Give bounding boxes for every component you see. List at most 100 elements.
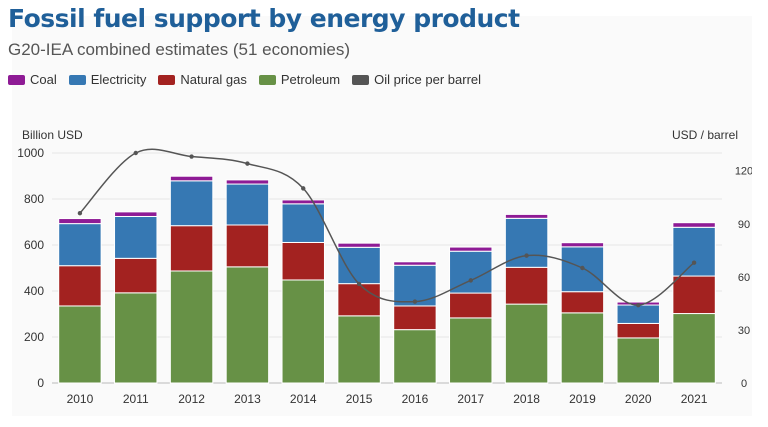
bar-coal-2016 — [393, 261, 437, 266]
y2-tick-label-30: 30 — [738, 325, 750, 337]
oil-price-point-2012 — [189, 154, 194, 159]
y2-tick-label-0: 0 — [741, 378, 747, 390]
y2-tick-label-90: 90 — [738, 219, 750, 231]
legend-swatch-electricity — [68, 74, 86, 85]
x-tick-label-2012: 2012 — [178, 392, 205, 406]
bar-natural-gas-2015 — [337, 283, 381, 317]
legend-swatch-petroleum — [258, 74, 276, 85]
legend-label-natural-gas: Natural gas — [180, 72, 247, 87]
y2-tick-label-60: 60 — [738, 272, 750, 284]
bar-electricity-2013 — [225, 183, 270, 226]
x-tick-label-2015: 2015 — [346, 392, 373, 406]
chart-plot: 0 200 400 600 800 1000 0 30 60 90 120 2010 2011 2012 2… — [17, 146, 752, 406]
legend-label-electricity: Electricity — [90, 72, 147, 87]
x-tick-label-2019: 2019 — [569, 392, 596, 406]
bar-coal-2010 — [58, 218, 102, 225]
bar-electricity-2012 — [169, 180, 214, 227]
legend-item-electricity[interactable]: Electricity — [68, 72, 147, 87]
chart-subtitle: G20-IEA combined estimates (51 economies… — [8, 40, 351, 59]
bar-natural-gas-2010 — [58, 265, 102, 307]
bar-natural-gas-2019 — [560, 291, 605, 314]
legend-label-petroleum: Petroleum — [280, 72, 341, 87]
x-tick-label-2013: 2013 — [234, 392, 261, 406]
bar-petroleum-2016 — [393, 329, 437, 384]
y2-tick-label-120: 120 — [735, 166, 752, 178]
oil-price-point-2020 — [636, 302, 641, 308]
x-tick-label-2020: 2020 — [625, 392, 652, 406]
oil-price-point-2016 — [412, 299, 418, 304]
x-tick-label-2016: 2016 — [402, 392, 429, 406]
bar-electricity-2020 — [616, 304, 660, 324]
bar-coal-2014 — [281, 199, 325, 205]
oil-price-point-2018 — [524, 253, 529, 258]
bar-electricity-2021 — [672, 226, 716, 277]
oil-price-point-2017 — [468, 278, 473, 283]
x-tick-label-2011: 2011 — [123, 392, 149, 406]
bar-coal-2013 — [225, 179, 270, 185]
y-tick-label-400: 400 — [24, 284, 44, 298]
bar-electricity-2015 — [337, 246, 381, 285]
x-tick-label-2010: 2010 — [67, 392, 94, 406]
oil-price-point-2021 — [691, 260, 697, 265]
legend-swatch-coal — [8, 74, 25, 85]
oil-price-point-2019 — [580, 265, 585, 271]
bar-natural-gas-2011 — [114, 257, 158, 294]
bar-coal-2018 — [504, 213, 549, 219]
bar-coal-2015 — [337, 242, 381, 248]
legend-item-oil-price[interactable]: Oil price per barrel — [352, 72, 481, 87]
y-tick-label-0: 0 — [37, 376, 44, 390]
oil-price-point-2011 — [133, 150, 138, 156]
bar-petroleum-2015 — [337, 315, 381, 384]
bar-petroleum-2021 — [672, 313, 716, 384]
oil-price-point-2010 — [77, 210, 83, 216]
bar-natural-gas-2017 — [449, 292, 493, 319]
legend-item-petroleum[interactable]: Petroleum — [258, 72, 341, 87]
chart-title: Fossil fuel support by energy product — [8, 4, 520, 33]
bar-natural-gas-2016 — [393, 305, 437, 331]
legend-swatch-natural-gas — [158, 74, 176, 85]
chart-legend: Coal Electricity Natural gas Petroleum O… — [8, 72, 481, 87]
bar-petroleum-2013 — [225, 266, 270, 384]
bar-natural-gas-2021 — [672, 275, 716, 315]
y-tick-label-800: 800 — [24, 192, 44, 206]
bar-petroleum-2020 — [616, 337, 660, 384]
legend-item-natural-gas[interactable]: Natural gas — [158, 72, 247, 87]
x-tick-label-2014: 2014 — [290, 392, 317, 406]
bar-natural-gas-2020 — [616, 322, 660, 339]
bar-coal-2019 — [560, 242, 605, 248]
bar-electricity-2011 — [114, 215, 158, 259]
legend-label-oil-price: Oil price per barrel — [374, 72, 482, 87]
legend-item-coal[interactable]: Coal — [8, 72, 57, 87]
oil-price-point-2013 — [245, 161, 250, 166]
y2-axis-title: USD / barrel — [672, 128, 739, 142]
x-tick-label-2021: 2021 — [681, 392, 708, 406]
legend-swatch-oil-price — [352, 74, 370, 85]
bar-coal-2017 — [449, 246, 493, 252]
bar-coal-2012 — [169, 175, 214, 182]
bar-petroleum-2011 — [114, 292, 158, 384]
bar-electricity-2010 — [58, 223, 102, 267]
x-tick-label-2017: 2017 — [457, 392, 484, 406]
bar-natural-gas-2014 — [281, 241, 325, 281]
bar-petroleum-2010 — [58, 305, 102, 384]
chart-container: 0 200 400 600 800 1000 0 30 60 90 120 2010 2011 2012 2… — [12, 16, 752, 416]
bar-natural-gas-2013 — [225, 224, 270, 268]
bar-coal-2021 — [672, 222, 716, 228]
bar-natural-gas-2018 — [504, 266, 549, 305]
y-tick-label-600: 600 — [24, 238, 44, 252]
legend-label-coal: Coal — [30, 72, 57, 87]
y-tick-label-1000: 1000 — [17, 146, 44, 160]
bar-petroleum-2018 — [504, 303, 549, 384]
bar-electricity-2017 — [449, 250, 493, 294]
y-tick-label-200: 200 — [24, 330, 44, 344]
bar-petroleum-2014 — [281, 279, 325, 384]
oil-price-point-2014 — [301, 186, 306, 191]
oil-price-line — [79, 148, 695, 306]
oil-price-point-2015 — [356, 281, 362, 287]
bar-natural-gas-2012 — [169, 225, 214, 272]
bar-petroleum-2012 — [169, 270, 214, 384]
bar-petroleum-2019 — [560, 312, 605, 384]
bar-petroleum-2017 — [449, 317, 493, 384]
x-tick-label-2018: 2018 — [513, 392, 540, 406]
y-axis-title: Billion USD — [22, 128, 83, 142]
